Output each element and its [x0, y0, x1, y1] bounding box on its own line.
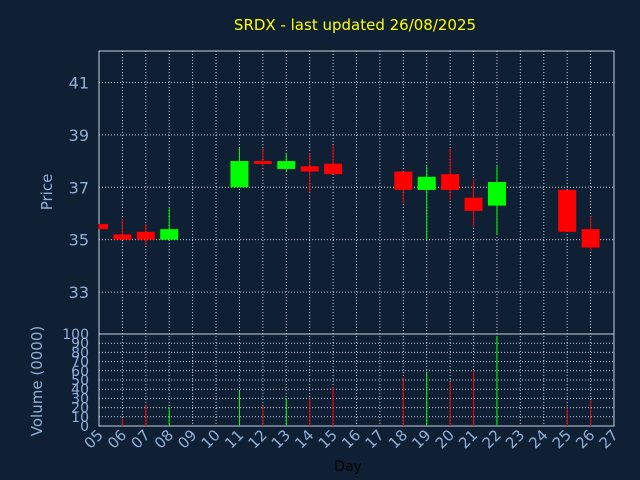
- price-tick-label: 35: [69, 231, 89, 250]
- volume-tick-label: 10: [71, 410, 89, 426]
- chart-title: SRDX - last updated 26/08/2025: [234, 16, 476, 34]
- price-grid: [99, 81, 614, 293]
- x-axis-label: Day: [334, 459, 362, 475]
- volume-tick-label: 50: [71, 373, 89, 389]
- candles: [98, 145, 600, 251]
- price-tick-label: 33: [69, 283, 89, 302]
- volume-tick-label: 0: [80, 419, 89, 435]
- volume-tick-label: 30: [71, 391, 89, 407]
- price-y-ticks: 33 35 37 39 41: [69, 73, 89, 302]
- candle-body: [558, 189, 577, 232]
- volume-tick-label: 60: [71, 364, 89, 380]
- price-tick-label: 39: [69, 126, 89, 145]
- candle-body: [394, 171, 413, 190]
- price-tick-label: 41: [69, 73, 89, 92]
- price-tick-label: 37: [69, 178, 89, 197]
- candle-body: [136, 231, 155, 240]
- volume-tick-label: 100: [62, 327, 89, 343]
- volume-bars: [121, 335, 592, 426]
- volume-tick-label: 70: [71, 355, 89, 371]
- price-axis-label: Price: [38, 174, 56, 211]
- volume-tick-label: 80: [71, 345, 89, 361]
- volume-axis-label: Volume (0000): [28, 326, 46, 436]
- candle-body: [300, 166, 319, 172]
- candle-body: [253, 161, 272, 165]
- candle-body: [277, 161, 296, 169]
- x-grid: [121, 51, 592, 426]
- candle-body: [324, 163, 343, 175]
- candle-body: [581, 229, 600, 248]
- candle-body: [464, 197, 483, 211]
- candle-body: [160, 229, 179, 240]
- candle-body: [230, 161, 249, 188]
- volume-tick-label: 20: [71, 401, 89, 417]
- candle-body: [113, 234, 132, 240]
- candle-body: [99, 223, 108, 230]
- volume-tick-label: 90: [71, 336, 89, 352]
- volume-grid: [99, 342, 614, 418]
- candle-body: [441, 174, 460, 190]
- x-ticks: 0506070809101112131415161718192021222324…: [81, 426, 622, 452]
- candle-body: [487, 182, 506, 206]
- volume-tick-label: 40: [71, 382, 89, 398]
- candle-body: [417, 176, 436, 190]
